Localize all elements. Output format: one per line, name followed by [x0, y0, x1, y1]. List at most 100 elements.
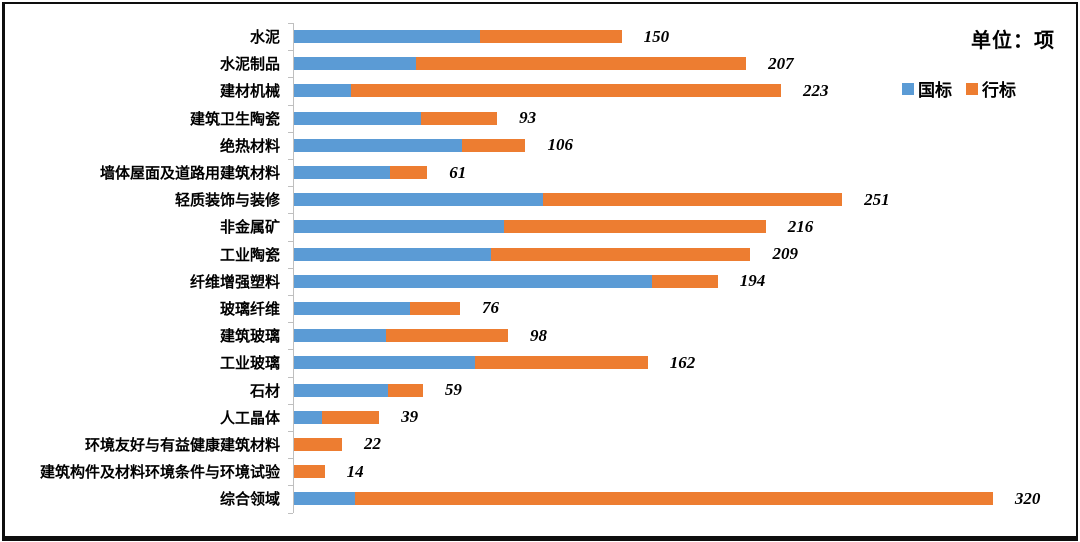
bar-segment-guobiao [294, 30, 480, 44]
bar-stack: 216 [294, 217, 813, 236]
bar-segment-hangbiao [385, 329, 509, 343]
category-label: 墙体屋面及道路用建筑材料 [99, 165, 280, 183]
bar-segment-guobiao [294, 84, 351, 98]
bar-stack: 106 [294, 135, 573, 154]
category-label: 轻质装饰与装修 [174, 192, 280, 210]
legend-label-hangbiao: 行标 [982, 81, 1016, 100]
bar-segment-hangbiao [479, 30, 622, 44]
chart-row: 绝热材料 106 [0, 132, 1080, 159]
bar-stack: 194 [294, 271, 765, 290]
bar-value-label: 162 [669, 352, 696, 372]
bar-value-label: 251 [864, 189, 890, 209]
axis-tick [288, 431, 293, 432]
bar-segment-guobiao [294, 220, 504, 234]
bar-stack: 93 [294, 108, 536, 127]
category-label: 非金属矿 [219, 219, 280, 237]
bar-segment-hangbiao [390, 166, 428, 180]
axis-tick [288, 403, 293, 405]
bar-segment-guobiao [294, 492, 356, 506]
bar-stack: 14 [294, 462, 364, 481]
bar-segment-guobiao [294, 166, 391, 180]
chart-row: 人工晶体 39 [0, 404, 1080, 431]
chart-row: 环境友好与有益健康建筑材料 22 [0, 431, 1080, 458]
bar-stack: 150 [294, 27, 669, 46]
chart-row: 石材 59 [0, 376, 1080, 403]
bar-value-label: 39 [401, 407, 419, 427]
bar-value-label: 22 [364, 434, 382, 454]
category-label: 建筑玻璃 [219, 328, 280, 346]
category-label: 绝热材料 [219, 137, 280, 155]
legend-label-guobiao: 国标 [918, 81, 952, 100]
bar-segment-guobiao [294, 383, 388, 397]
axis-tick [288, 213, 293, 215]
category-label: 建筑构件及材料环境条件与环境试验 [39, 464, 280, 482]
bar-value-label: 194 [739, 271, 766, 291]
bar-segment-guobiao [294, 111, 421, 125]
chart-row: 墙体屋面及道路用建筑材料 61 [0, 159, 1080, 186]
bar-stack: 22 [294, 434, 381, 453]
axis-tick [288, 131, 293, 133]
bar-segment-hangbiao [322, 410, 380, 424]
category-label: 建筑卫生陶瓷 [189, 110, 280, 128]
chart-row: 建筑构件及材料环境条件与环境试验 14 [0, 458, 1080, 485]
bar-stack: 59 [294, 380, 462, 399]
bar-segment-hangbiao [355, 492, 993, 506]
category-label: 水泥制品 [219, 56, 280, 74]
axis-tick [288, 23, 293, 24]
bar-segment-hangbiao [294, 437, 343, 451]
axis-tick [288, 322, 293, 324]
bar-stack: 98 [294, 326, 547, 345]
category-label: 人工晶体 [219, 409, 280, 427]
chart-row: 纤维增强塑料 194 [0, 268, 1080, 295]
bar-segment-hangbiao [475, 356, 648, 370]
bar-segment-hangbiao [387, 383, 423, 397]
bar-segment-guobiao [294, 274, 653, 288]
axis-tick [288, 50, 293, 52]
bar-stack: 76 [294, 298, 499, 317]
unit-label: 单位：项 [971, 30, 1055, 52]
category-label: 建材机械 [219, 83, 280, 101]
bar-value-label: 14 [346, 461, 364, 481]
bar-value-label: 93 [519, 108, 537, 128]
bar-segment-hangbiao [462, 138, 526, 152]
bar-value-label: 209 [772, 244, 798, 264]
bar-segment-guobiao [294, 356, 476, 370]
chart-row: 综合领域 320 [0, 485, 1080, 512]
chart-row: 水泥 150 [0, 23, 1080, 50]
bar-stack: 251 [294, 190, 890, 209]
bar-value-label: 207 [768, 53, 794, 73]
bar-segment-guobiao [294, 329, 386, 343]
bar-segment-hangbiao [420, 111, 498, 125]
bar-value-label: 320 [1014, 488, 1041, 508]
bar-segment-hangbiao [652, 274, 718, 288]
chart-row: 建筑玻璃 98 [0, 322, 1080, 349]
chart-row: 建材机械 223 [0, 77, 1080, 104]
guobiao-swatch-icon [902, 82, 914, 95]
bar-segment-hangbiao [409, 301, 460, 315]
bar-stack: 61 [294, 163, 466, 182]
bar-segment-hangbiao [294, 465, 325, 479]
bar-value-label: 223 [803, 80, 829, 100]
hangbiao-swatch-icon [966, 82, 978, 95]
axis-tick [288, 349, 293, 351]
axis-tick [288, 267, 293, 269]
bar-value-label: 98 [530, 325, 548, 345]
axis-tick [288, 240, 293, 242]
bar-stack: 223 [294, 81, 829, 100]
bar-segment-hangbiao [350, 84, 782, 98]
chart-row: 建筑卫生陶瓷 93 [0, 105, 1080, 132]
category-label: 水泥 [249, 29, 280, 47]
chart-row: 玻璃纤维 76 [0, 295, 1080, 322]
axis-tick [288, 186, 293, 188]
bar-segment-guobiao [294, 247, 491, 261]
bar-segment-guobiao [294, 410, 323, 424]
value-axis-line [293, 23, 294, 513]
category-label: 工业玻璃 [219, 355, 280, 373]
bar-segment-guobiao [294, 138, 463, 152]
bar-segment-hangbiao [490, 247, 751, 261]
legend-item-hangbiao: 行标 [966, 76, 1016, 101]
axis-tick [288, 376, 293, 378]
bar-segment-hangbiao [416, 57, 747, 71]
bar-segment-hangbiao [542, 193, 843, 207]
bar-value-label: 76 [481, 298, 499, 318]
